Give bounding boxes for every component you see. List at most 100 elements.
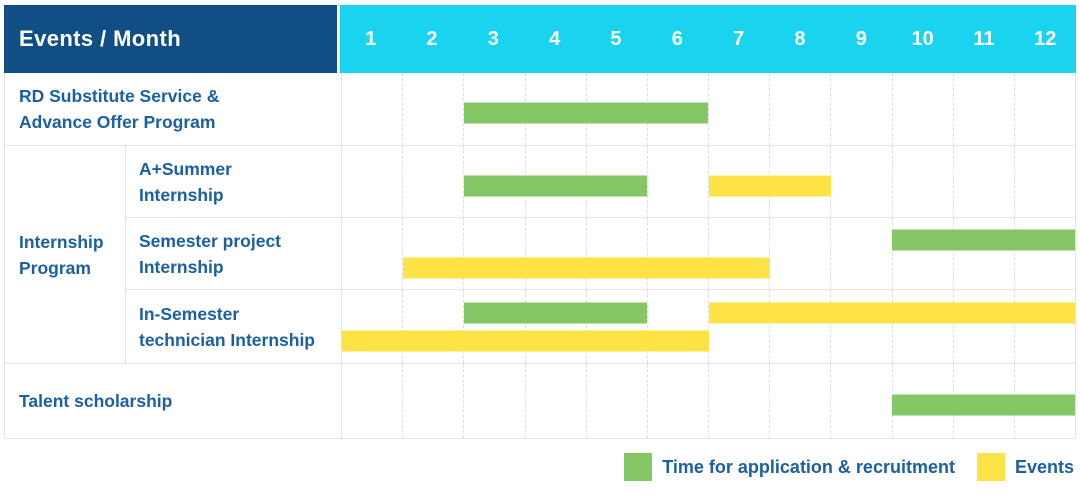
grid-cell	[830, 364, 891, 438]
header-divider	[337, 5, 340, 73]
grid-cell	[463, 364, 524, 438]
gantt-bar-event	[403, 257, 770, 279]
grid-cell	[891, 146, 953, 218]
group-rows: A+Summer Internship Semester project Intern…	[125, 146, 1075, 363]
grid-cell	[585, 218, 647, 290]
table-row: Semester project Internship	[125, 218, 1075, 290]
grid-cell	[402, 73, 463, 146]
grid-cell	[830, 73, 891, 146]
grid-cell	[646, 364, 708, 438]
legend-label-events: Events	[1014, 456, 1074, 477]
month-header-3: 3	[487, 27, 499, 50]
application-swatch-icon	[624, 453, 653, 481]
chart-lane	[341, 73, 1075, 146]
months-strip: 1 2 3 4 5 6 7 8 9 10 11 12	[340, 5, 1076, 73]
grid-cell	[1013, 290, 1075, 363]
gantt-bar-event	[342, 330, 709, 352]
legend-item-events: Events	[976, 453, 1074, 481]
grid-cell	[1013, 218, 1075, 290]
table-row: Talent scholarship	[5, 364, 1075, 438]
grid-cell	[402, 290, 463, 363]
grid-cell	[708, 364, 769, 438]
grid-cell	[463, 146, 524, 218]
grid-cell	[646, 146, 708, 218]
grid-cell	[830, 290, 891, 363]
grid-cell	[342, 364, 402, 438]
grid-cell	[585, 364, 647, 438]
table-row: RD Substitute Service & Advance Offer Pro…	[5, 73, 1075, 146]
chart-lane	[341, 290, 1075, 363]
gantt-bar-application	[891, 394, 1075, 416]
grid-cell	[891, 218, 953, 290]
month-header-5: 5	[610, 27, 622, 50]
grid-cell	[342, 218, 402, 290]
grid-cell	[402, 364, 463, 438]
row-label: A+Summer Internship	[125, 146, 341, 217]
month-header-8: 8	[794, 27, 806, 50]
grid-cell	[1013, 73, 1075, 146]
legend: Time for application & recruitment Event…	[624, 453, 1074, 481]
month-header-11: 11	[973, 27, 995, 50]
grid-cell	[524, 364, 586, 438]
row-group-internship-program: Internship Program A+Summer Internship Semes…	[5, 146, 1075, 364]
table-row: In-Semester technician Internship	[125, 290, 1075, 363]
grid-cell	[524, 218, 586, 290]
group-label: Internship Program	[19, 231, 104, 278]
grid-cell	[952, 218, 1014, 290]
month-header-6: 6	[671, 27, 683, 50]
chart-lane	[341, 364, 1075, 438]
grid-cell	[769, 364, 830, 438]
events-swatch-icon	[976, 453, 1005, 481]
month-header-1: 1	[365, 27, 377, 50]
month-header-9: 9	[855, 27, 867, 50]
month-header-4: 4	[549, 27, 561, 50]
grid-cell	[402, 146, 463, 218]
table-body: RD Substitute Service & Advance Offer Pro…	[4, 73, 1076, 439]
grid-cell	[891, 290, 953, 363]
grid-cell	[769, 218, 830, 290]
grid-cell	[524, 290, 586, 363]
grid-cell	[708, 73, 769, 146]
gantt-bar-application	[464, 302, 648, 324]
gantt-bar-event	[708, 175, 831, 197]
grid-cell	[402, 218, 463, 290]
gantt-bar-application	[464, 102, 709, 124]
grid-cell	[708, 290, 769, 363]
grid-cell	[708, 218, 769, 290]
grid-cell	[463, 290, 524, 363]
events-month-header: Events / Month	[4, 5, 337, 73]
grid-cell	[769, 290, 830, 363]
events-month-table: Events / Month 1 2 3 4 5 6 7 8 9 10 11 12 RD Substi…	[4, 5, 1076, 439]
month-header-12: 12	[1034, 27, 1057, 50]
gantt-bar-application	[464, 175, 648, 197]
row-label: Semester project Internship	[125, 218, 341, 289]
chart-lane	[341, 146, 1075, 218]
month-header-10: 10	[911, 27, 934, 50]
grid-cell	[769, 73, 830, 146]
legend-item-application: Time for application & recruitment	[624, 453, 955, 481]
grid-cell	[646, 218, 708, 290]
table-row: A+Summer Internship	[125, 146, 1075, 218]
month-header-2: 2	[426, 27, 438, 50]
grid-cell	[463, 218, 524, 290]
grid-cell	[830, 146, 891, 218]
grid-cell	[585, 290, 647, 363]
legend-label-application: Time for application & recruitment	[662, 456, 955, 477]
grid-cell	[830, 218, 891, 290]
grid-cell	[342, 73, 402, 146]
grid-cell	[342, 290, 402, 363]
row-label: RD Substitute Service & Advance Offer Pro…	[19, 86, 220, 132]
grid-cell	[342, 146, 402, 218]
gantt-bar-event	[708, 302, 1075, 324]
grid-cell	[646, 290, 708, 363]
row-label: In-Semester technician Internship	[125, 290, 341, 363]
gantt-bar-application	[891, 229, 1075, 251]
grid-cell	[952, 146, 1014, 218]
grid-cell	[891, 73, 953, 146]
table-header-row: Events / Month 1 2 3 4 5 6 7 8 9 10 11 12	[4, 5, 1076, 73]
grid-cell	[952, 290, 1014, 363]
grid-cell	[952, 73, 1014, 146]
row-label: Talent scholarship	[19, 391, 173, 411]
grid-cell	[463, 73, 524, 146]
